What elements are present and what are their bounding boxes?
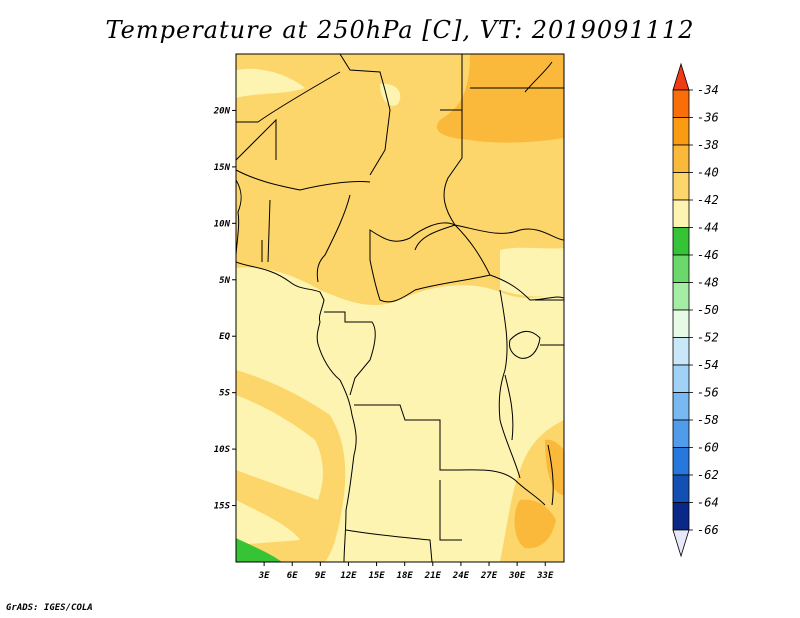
y-tick-label: 10N <box>214 219 231 229</box>
colorbar-label: -56 <box>697 386 719 400</box>
border-niger-south <box>236 118 371 191</box>
colorbar-swatch <box>672 474 690 503</box>
border-mali-niger <box>236 71 341 123</box>
grads-credit: GrADS: IGES/COLA <box>6 603 93 613</box>
colorbar-swatch <box>672 364 690 393</box>
field-band-minus42-southwest <box>236 395 323 500</box>
y-tick-label: 10S <box>214 445 231 455</box>
lake-tanganyika <box>504 374 514 441</box>
x-axis: 3E 6E 9E 12E 15E 18E 21E 24E 27E 30E 33E <box>258 562 554 581</box>
x-tick-label: 18E <box>397 571 414 581</box>
y-tick-label: 20N <box>213 106 231 116</box>
border-nigeria-benin <box>261 199 271 263</box>
colorbar-label: -64 <box>697 496 719 510</box>
y-tick-label: 15S <box>214 502 231 512</box>
border-namibia <box>345 529 433 562</box>
map-title: Temperature at 250hPa [C], VT: 201909111… <box>105 16 695 44</box>
field-band-minus42-south <box>236 500 300 545</box>
border-angola-zambia <box>439 480 462 541</box>
x-tick-label: 33E <box>536 571 554 581</box>
x-tick-label: 12E <box>340 571 357 581</box>
border-drc-east <box>498 289 521 479</box>
field-band-minus42-east <box>500 247 564 297</box>
colorbar-swatch <box>672 199 690 228</box>
field-band-minus38-northeast <box>436 54 564 143</box>
colorbar-swatch <box>672 144 690 173</box>
x-tick-label: 24E <box>452 571 470 581</box>
field-band-minus42-center-south <box>360 454 464 531</box>
border-congo-drc <box>324 311 376 396</box>
colorbar-label: -42 <box>697 193 719 207</box>
colorbar-label: -46 <box>697 248 719 262</box>
colorbar-label: -54 <box>697 358 719 372</box>
borders <box>236 54 564 562</box>
map-frame <box>235 53 565 563</box>
border-south-sudan <box>489 274 564 301</box>
colorbar-label: -60 <box>697 441 719 455</box>
x-tick-label: 27E <box>480 571 498 581</box>
colorbar-label: -38 <box>697 138 719 152</box>
kenya-border <box>535 299 564 346</box>
border-zambia-east <box>459 469 546 506</box>
colorbar-label: -50 <box>697 303 719 317</box>
colorbar-label: -58 <box>697 413 719 427</box>
colorbar-swatch <box>672 227 690 256</box>
colorbar-swatch <box>672 254 690 283</box>
colorbar-swatch <box>672 282 690 311</box>
colorbar: -34 -36 -38 -40 -42 -44 -46 -48 -50 -52 -54 -56 -58 -… <box>672 62 719 558</box>
colorbar-swatch <box>672 337 690 366</box>
colorbar-swatch <box>672 117 690 146</box>
x-tick-label: 9E <box>315 571 326 581</box>
coastline-west-africa <box>236 179 357 562</box>
colorbar-label: -44 <box>697 221 719 235</box>
temperature-field <box>236 54 564 562</box>
y-tick-label: EQ <box>219 332 230 342</box>
y-tick-label: 5S <box>219 389 230 399</box>
border-sudan-south <box>454 224 564 241</box>
colorbar-label: -40 <box>697 166 719 180</box>
field-band-minus46-corner <box>236 538 282 562</box>
border-algeria-libya <box>339 54 391 176</box>
colorbar-label: -66 <box>697 523 719 537</box>
colorbar-swatch <box>672 447 690 476</box>
colorbar-label: -62 <box>697 468 719 482</box>
x-tick-label: 21E <box>424 571 442 581</box>
colorbar-swatch <box>672 502 690 531</box>
red-sea-coast <box>524 61 553 93</box>
colorbar-swatch <box>672 172 690 201</box>
x-tick-label: 30E <box>508 571 526 581</box>
lake-victoria-region <box>509 331 541 359</box>
x-tick-label: 3E <box>258 571 270 581</box>
y-tick-label: 15N <box>214 163 231 173</box>
colorbar-label: -34 <box>697 83 719 97</box>
colorbar-label: -48 <box>697 276 719 290</box>
lake-malawi <box>547 444 554 506</box>
field-band-minus42-west-north <box>236 68 305 98</box>
field-band-minus38-southeast <box>514 499 556 549</box>
colorbar-label: -52 <box>697 331 719 345</box>
border-nigeria-cameroon <box>316 194 351 283</box>
colorbar-top-arrow <box>672 62 690 91</box>
border-car <box>369 222 491 303</box>
colorbar-label: -36 <box>697 111 719 125</box>
y-tick-label: 5N <box>219 276 230 286</box>
colorbar-swatch <box>672 89 690 118</box>
colorbar-swatch <box>672 309 690 338</box>
colorbar-bottom-arrow <box>672 529 690 558</box>
x-tick-label: 15E <box>368 571 385 581</box>
x-tick-label: 6E <box>287 571 298 581</box>
border-drc-angola <box>354 404 460 471</box>
colorbar-swatch <box>672 419 690 448</box>
y-axis: 20N 15N 10N 5N EQ 5S 10S 15S <box>213 106 236 512</box>
colorbar-swatch <box>672 392 690 421</box>
